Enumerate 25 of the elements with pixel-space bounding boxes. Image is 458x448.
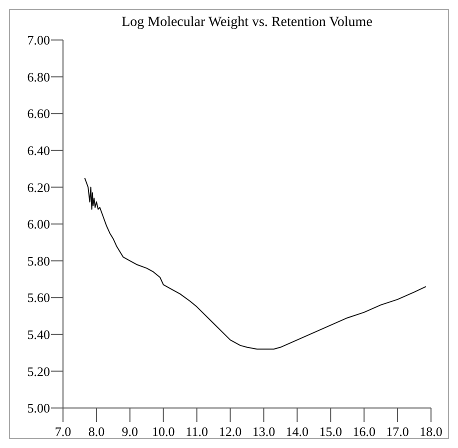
chart-title: Log Molecular Weight vs. Retention Volume: [122, 15, 372, 30]
x-tick-label: 15.0: [319, 424, 342, 439]
y-tick-label: 5.60: [27, 290, 50, 306]
y-tick-label: 6.80: [27, 69, 50, 84]
x-tick-label: 10.0: [152, 424, 175, 439]
y-tick-label: 5.40: [27, 326, 50, 342]
y-tick-label: 7.00: [27, 32, 50, 48]
line-series: [84, 178, 426, 350]
x-tick-label: 13.0: [252, 424, 276, 439]
x-tick-label: 8.0: [88, 424, 105, 439]
x-tick-label: 18.0: [420, 424, 442, 439]
x-tick-label: 7.0: [54, 424, 72, 439]
y-tick-label: 6.00: [27, 216, 50, 232]
x-tick-label: 9.0: [122, 424, 138, 439]
x-tick-label: 16.0: [352, 424, 376, 439]
y-tick-label: 6.60: [27, 106, 50, 122]
y-tick-label: 5.20: [27, 364, 50, 379]
y-tick-label: 5.80: [27, 253, 50, 268]
x-tick-label: 12.0: [218, 424, 242, 439]
y-tick-label: 6.20: [27, 180, 50, 195]
x-tick-label: 14.0: [286, 424, 309, 439]
y-tick-label: 6.40: [27, 142, 50, 158]
y-tick-label: 5.00: [27, 400, 50, 416]
x-tick-label: 17.0: [386, 424, 409, 439]
x-tick-label: 11.0: [186, 424, 208, 439]
